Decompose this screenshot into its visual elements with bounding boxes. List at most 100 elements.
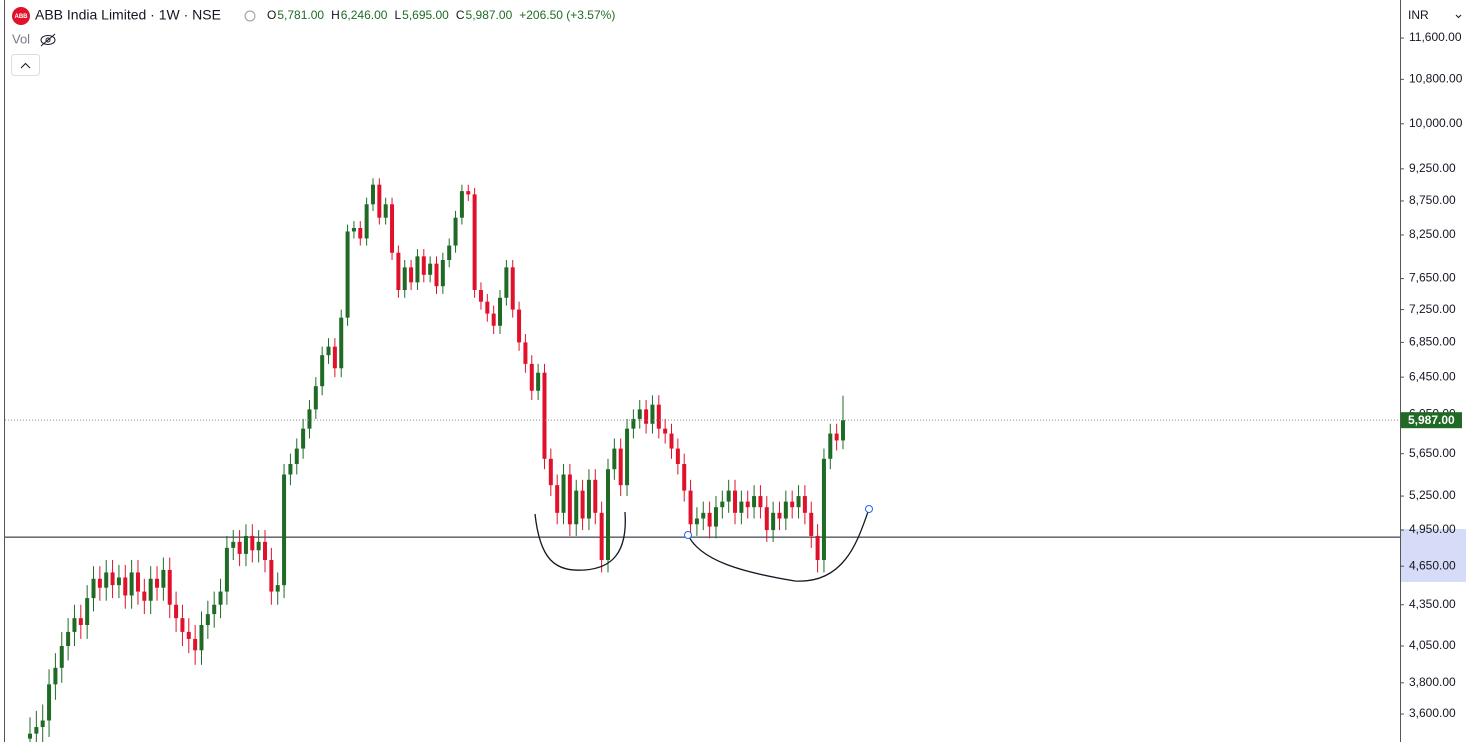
candle-body (390, 204, 395, 253)
y-tick-label: 3,800.00 (1409, 675, 1456, 689)
ohlc-value: 5,987.00 (466, 8, 513, 22)
candle-body (777, 512, 782, 519)
candle-body (104, 572, 109, 588)
candle-body (733, 490, 738, 513)
candle-body (231, 541, 236, 548)
candle-body (396, 252, 401, 291)
candle-body (275, 585, 280, 592)
candle-body (243, 535, 248, 554)
y-tick-label: 8,250.00 (1409, 227, 1456, 241)
y-tick-label: 4,650.00 (1409, 558, 1456, 572)
y-tick-label: 4,950.00 (1409, 522, 1456, 536)
candle-body (783, 501, 788, 519)
candle-body (307, 409, 312, 429)
y-tick-label: 8,750.00 (1409, 193, 1456, 207)
candle-body (529, 363, 534, 391)
visibility-icon[interactable] (40, 33, 56, 47)
candle-body (332, 346, 337, 369)
candle-body (593, 479, 598, 513)
ohlc-key: H (331, 8, 340, 22)
candle-body (656, 404, 661, 429)
candle-body (688, 490, 693, 525)
candle-body (364, 204, 369, 239)
candle-body (53, 667, 58, 685)
y-tick-label: 10,800.00 (1409, 72, 1463, 86)
candle-body (97, 578, 102, 588)
candle-body (586, 479, 591, 519)
candle-body (542, 372, 547, 459)
candle-body (669, 433, 674, 449)
candle-body (707, 512, 712, 527)
collapse-button[interactable] (11, 54, 40, 76)
y-tick-label: 6,850.00 (1409, 335, 1456, 349)
candle-body (726, 490, 731, 502)
candle-body (790, 501, 795, 508)
candle-body (675, 448, 680, 464)
candle-body (758, 496, 763, 508)
y-tick-label: 9,250.00 (1409, 161, 1456, 175)
last-price-box (1401, 412, 1462, 429)
candle-body (370, 184, 375, 205)
candle-body (694, 518, 699, 525)
candle-body (116, 577, 121, 586)
candle-body (650, 404, 655, 424)
candle-body (815, 535, 820, 561)
drawing-handle[interactable] (684, 531, 692, 539)
candle-body (415, 256, 420, 283)
drawing-handle[interactable] (865, 505, 873, 513)
candle-body (212, 604, 217, 615)
candle-body (288, 463, 293, 475)
candle-body (72, 618, 77, 632)
candle-body (618, 448, 623, 486)
candle-body (491, 313, 496, 326)
candle-body (269, 560, 274, 592)
candle-body (510, 267, 515, 310)
candle-body (739, 501, 744, 513)
candle-body (47, 684, 52, 721)
candle-body (599, 512, 604, 561)
ohlc-key: L (394, 8, 401, 22)
candle-body (472, 194, 477, 291)
candle-body (453, 217, 458, 246)
y-tick-label: 5,250.00 (1409, 488, 1456, 502)
y-tick-label: 7,650.00 (1409, 271, 1456, 285)
candle-body (701, 512, 706, 519)
candle-body (625, 428, 630, 486)
drawing-curve (534, 511, 626, 571)
y-tick-label: 4,050.00 (1409, 638, 1456, 652)
last-price-label: 5,987.00 (1408, 413, 1455, 427)
y-tick-label: 11,600.00 (1409, 30, 1462, 44)
candle-body (383, 204, 388, 218)
currency-label[interactable]: INR (1408, 8, 1429, 22)
candle-body (561, 474, 566, 513)
price-change: +206.50 (+3.57%) (519, 8, 615, 22)
candle-body (155, 578, 160, 588)
candle-body (174, 604, 179, 619)
candle-body (459, 191, 464, 218)
y-tick-label: 4,350.00 (1409, 597, 1456, 611)
currency-dropdown (1455, 14, 1462, 19)
candle-body (828, 433, 833, 459)
candle-body (320, 355, 325, 387)
candle-body (834, 433, 839, 441)
candle-body (256, 541, 261, 551)
candle-body (434, 263, 439, 287)
candle-body (129, 572, 134, 596)
candle-body (351, 227, 356, 232)
candle-body (224, 547, 229, 592)
candle-body (440, 259, 445, 287)
ohlc-value: 6,246.00 (341, 8, 388, 22)
y-tick-label: 10,000.00 (1409, 116, 1463, 130)
candle-body (478, 290, 483, 302)
candle-body (66, 631, 71, 647)
candle-body (466, 191, 471, 195)
symbol-title[interactable]: ABB India Limited · 1W · NSE (35, 7, 221, 23)
candle-body (110, 572, 115, 586)
candle-body (720, 501, 725, 508)
candle-body (517, 309, 522, 343)
candle-body (771, 512, 776, 531)
candle-body (713, 507, 718, 527)
candle-body (764, 507, 769, 531)
candle-body (263, 541, 268, 561)
collapse-icon (20, 62, 31, 69)
